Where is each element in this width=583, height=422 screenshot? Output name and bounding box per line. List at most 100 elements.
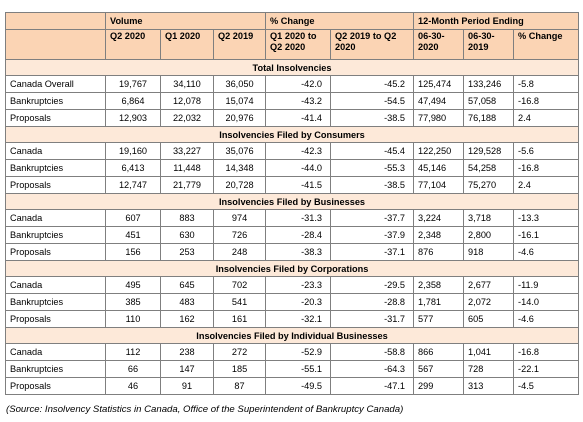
data-cell: -37.9: [330, 226, 415, 244]
corner-cell: [5, 12, 106, 30]
data-cell: 451: [105, 226, 161, 244]
data-row: Canada Overall 19,767 34,110 36,050 -42.0 -45…: [5, 75, 580, 93]
data-cell: 33,227: [160, 142, 214, 160]
data-cell: 918: [463, 243, 515, 261]
row-label: Proposals: [5, 310, 106, 328]
group-header: Volume: [104, 12, 267, 30]
data-row: Proposals 110 162 161 -32.1 -31.7 577 605 -4.6: [5, 310, 580, 328]
data-row: Canada 112 238 272 -52.9 -58.8 866 1,041 -16.8: [5, 343, 580, 361]
data-cell: 15,074: [212, 92, 267, 110]
data-cell: 14,348: [212, 159, 267, 177]
section-title-row: Insolvencies Filed by Corporations: [4, 260, 580, 277]
data-cell: -41.5: [265, 176, 332, 194]
data-cell: 12,078: [160, 92, 214, 110]
data-cell: -16.1: [513, 226, 580, 244]
data-row: Canada 607 883 974 -31.3 -37.7 3,224 3,718 -13.3: [5, 209, 580, 227]
column-header: Q2 2020: [105, 29, 161, 60]
data-cell: 162: [160, 310, 214, 328]
data-cell: 483: [160, 293, 214, 311]
data-cell: -44.0: [265, 159, 332, 177]
data-cell: 645: [160, 276, 214, 294]
data-cell: 2,358: [413, 276, 465, 294]
row-label: Bankruptcies: [5, 92, 106, 110]
data-cell: -4.6: [513, 243, 580, 261]
insolvency-table: Volume% Change 12-Month Period Ending Q2 2…: [4, 12, 580, 395]
data-row: Bankruptcies 6,413 11,448 14,348 -44.0 -55.3 4…: [5, 159, 580, 177]
data-cell: -55.1: [265, 360, 332, 378]
data-cell: 2,348: [413, 226, 465, 244]
data-cell: -49.5: [265, 377, 332, 395]
data-cell: 630: [160, 226, 214, 244]
data-cell: -22.1: [513, 360, 580, 378]
section-title: Total Insolvencies: [4, 59, 580, 76]
column-header: 06-30-2020: [413, 29, 465, 60]
data-cell: 238: [160, 343, 214, 361]
row-label: Proposals: [5, 109, 106, 127]
data-cell: 495: [105, 276, 161, 294]
data-cell: -38.3: [265, 243, 332, 261]
data-cell: 57,058: [463, 92, 515, 110]
data-cell: -47.1: [330, 377, 415, 395]
data-cell: 77,980: [413, 109, 465, 127]
data-cell: 12,747: [105, 176, 161, 194]
data-row: Proposals 12,747 21,779 20,728 -41.5 -38.5 77,…: [5, 176, 580, 194]
data-cell: 313: [463, 377, 515, 395]
group-header-row: Volume% Change 12-Month Period Ending: [5, 12, 580, 30]
data-cell: 2,072: [463, 293, 515, 311]
data-cell: 272: [212, 343, 267, 361]
data-cell: 6,413: [105, 159, 161, 177]
data-cell: 87: [212, 377, 267, 395]
data-cell: 54,258: [463, 159, 515, 177]
data-cell: 2,677: [463, 276, 515, 294]
data-cell: 567: [413, 360, 465, 378]
data-cell: 19,160: [105, 142, 161, 160]
data-cell: 76,188: [463, 109, 515, 127]
data-cell: -37.7: [330, 209, 415, 227]
data-cell: -58.8: [330, 343, 415, 361]
data-cell: -45.2: [330, 75, 415, 93]
data-cell: -28.4: [265, 226, 332, 244]
row-label: Canada: [5, 142, 106, 160]
data-cell: 21,779: [160, 176, 214, 194]
section-title: Insolvencies Filed by Businesses: [4, 193, 580, 210]
data-cell: 607: [105, 209, 161, 227]
data-cell: -16.8: [513, 92, 580, 110]
group-header: 12-Month Period Ending: [413, 12, 580, 30]
data-cell: -4.5: [513, 377, 580, 395]
data-cell: 35,076: [212, 142, 267, 160]
table-wrap: Volume% Change 12-Month Period Ending Q2 2…: [4, 12, 580, 395]
data-cell: -4.6: [513, 310, 580, 328]
row-label: Canada: [5, 209, 106, 227]
row-label: Bankruptcies: [5, 159, 106, 177]
data-cell: -54.5: [330, 92, 415, 110]
row-label: Bankruptcies: [5, 293, 106, 311]
data-cell: 122,250: [413, 142, 465, 160]
section-title: Insolvencies Filed by Individual Busines…: [4, 327, 580, 344]
data-cell: -11.9: [513, 276, 580, 294]
data-cell: 253: [160, 243, 214, 261]
data-cell: 299: [413, 377, 465, 395]
data-row: Bankruptcies 451 630 726 -28.4 -37.9 2,348 2,80…: [5, 226, 580, 244]
data-cell: 728: [463, 360, 515, 378]
data-cell: -14.0: [513, 293, 580, 311]
column-header: Q1 2020: [160, 29, 214, 60]
data-cell: 2.4: [513, 176, 580, 194]
data-cell: 34,110: [160, 75, 214, 93]
data-cell: 22,032: [160, 109, 214, 127]
data-cell: -13.3: [513, 209, 580, 227]
data-cell: -38.5: [330, 109, 415, 127]
section-title: Insolvencies Filed by Consumers: [4, 126, 580, 143]
data-cell: 1,041: [463, 343, 515, 361]
data-cell: -23.3: [265, 276, 332, 294]
data-cell: -5.6: [513, 142, 580, 160]
row-label: Canada: [5, 276, 106, 294]
data-cell: 45,146: [413, 159, 465, 177]
data-cell: 147: [160, 360, 214, 378]
data-cell: 866: [413, 343, 465, 361]
data-cell: -16.8: [513, 159, 580, 177]
column-header-row: Q2 2020 Q1 2020 Q2 2019 Q1 2020 to Q2 2020 Q…: [5, 29, 580, 60]
data-cell: 726: [212, 226, 267, 244]
row-label: Bankruptcies: [5, 360, 106, 378]
data-cell: 12,903: [105, 109, 161, 127]
